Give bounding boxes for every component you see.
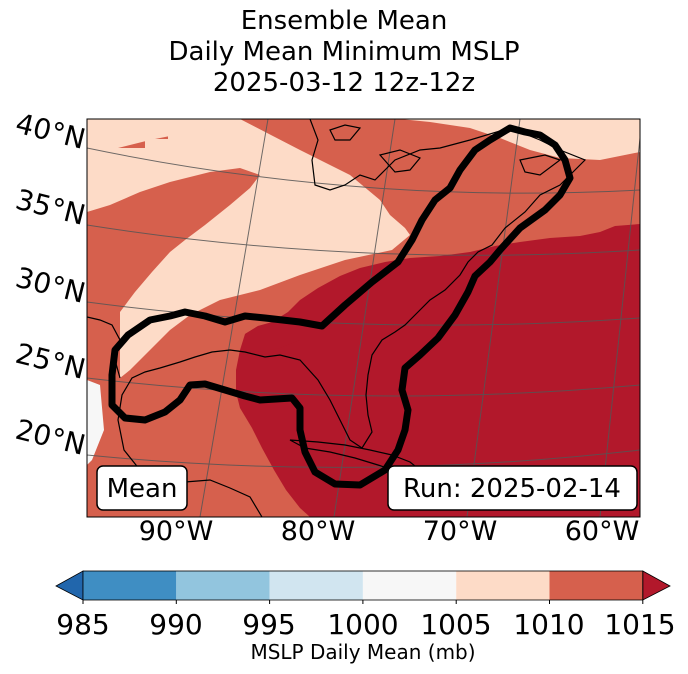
title-line-3: 2025-03-12 12z-12z bbox=[212, 68, 476, 98]
run-label-text: Run: 2025-02-14 bbox=[403, 474, 621, 504]
colorbar-bin-1000 bbox=[362, 571, 457, 600]
cb-tick-1015: 1015 bbox=[604, 608, 675, 641]
run-label-box: Run: 2025-02-14 bbox=[387, 465, 638, 511]
lon-labels: 90°W 80°W 70°W 60°W bbox=[139, 516, 640, 547]
probability-contour bbox=[108, 124, 574, 489]
colorbar-bin-1010 bbox=[549, 571, 643, 600]
mean-label-text: Mean bbox=[107, 474, 178, 504]
colorbar-ticks bbox=[82, 600, 644, 604]
title-line-2: Daily Mean Minimum MSLP bbox=[168, 37, 520, 67]
colorbar-tick-labels: 985 990 995 1000 1005 1010 1015 bbox=[56, 608, 675, 641]
lon-label-60w: 60°W bbox=[565, 516, 640, 547]
cb-tick-1010: 1010 bbox=[513, 608, 584, 641]
field-light-nw bbox=[87, 119, 240, 162]
lon-label-70w: 70°W bbox=[423, 516, 498, 547]
cb-tick-990: 990 bbox=[149, 608, 202, 641]
title-line-1: Ensemble Mean bbox=[240, 6, 448, 36]
cb-tick-1005: 1005 bbox=[420, 608, 491, 641]
mean-label-box: Mean bbox=[96, 465, 188, 511]
colorbar-bin-990 bbox=[176, 571, 270, 600]
colorbar-under-arrow bbox=[55, 570, 84, 601]
chart-title: Ensemble Mean Daily Mean Minimum MSLP 20… bbox=[0, 6, 688, 99]
colorbar-bin-995 bbox=[269, 571, 363, 600]
lat-label-30: 30°N bbox=[12, 261, 88, 310]
map-panel: Mean Run: 2025-02-14 bbox=[87, 119, 640, 517]
map-frame bbox=[86, 118, 641, 518]
lat-label-20: 20°N bbox=[12, 413, 88, 462]
lat-label-25: 25°N bbox=[12, 337, 88, 386]
cb-tick-985: 985 bbox=[56, 608, 109, 641]
colorbar-label: MSLP Daily Mean (mb) bbox=[250, 640, 476, 664]
colorbar-over-arrow bbox=[642, 570, 671, 601]
cb-tick-995: 995 bbox=[242, 608, 295, 641]
field-light-ne bbox=[400, 119, 640, 160]
lat-label-40: 40°N bbox=[12, 107, 88, 156]
lon-label-90w: 90°W bbox=[139, 516, 214, 547]
colorbar-bin-985 bbox=[83, 571, 177, 600]
colorbar-bin-1005 bbox=[456, 571, 550, 600]
lon-label-80w: 80°W bbox=[281, 516, 356, 547]
lat-labels: 40°N 35°N 30°N 25°N 20°N bbox=[12, 107, 88, 462]
field-white bbox=[87, 380, 104, 465]
lat-label-35: 35°N bbox=[12, 183, 88, 232]
cb-tick-1000: 1000 bbox=[327, 608, 398, 641]
colorbar: 985 990 995 1000 1005 1010 1015 bbox=[55, 570, 676, 641]
